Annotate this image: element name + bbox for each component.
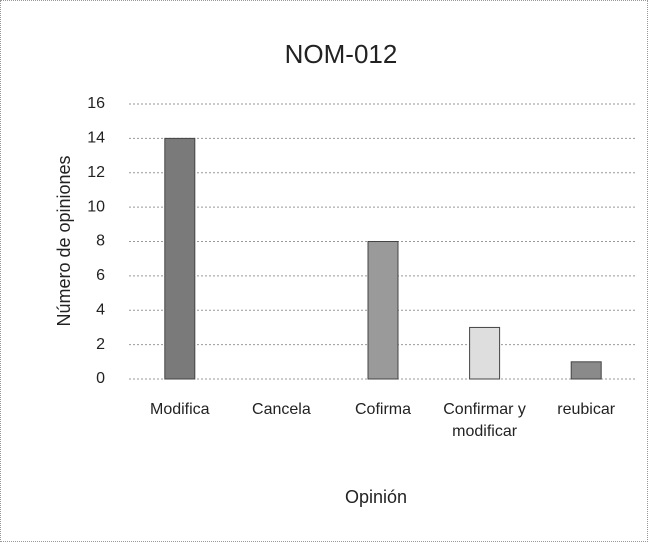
y-tick-label: 2 <box>96 336 105 353</box>
x-tick-label: Confirmar y modificar <box>443 401 526 440</box>
bar <box>469 326 501 380</box>
y-tick-label: 12 <box>87 164 105 181</box>
y-tick-label: 0 <box>96 370 105 387</box>
y-tick-label: 16 <box>87 95 105 112</box>
bar <box>570 361 602 380</box>
y-axis-label: Número de opiniones <box>54 155 74 326</box>
x-tick-label: Cancela <box>252 401 311 418</box>
x-tick-label: reubicar <box>557 401 616 418</box>
y-tick-label: 14 <box>87 130 105 147</box>
y-tick-label: 4 <box>96 301 105 318</box>
bar <box>164 137 196 380</box>
y-tick-label: 8 <box>96 233 105 250</box>
x-tick-label: Modifica <box>150 401 210 418</box>
x-axis-label: Opinión <box>345 487 407 507</box>
y-tick-label: 10 <box>87 198 105 215</box>
y-tick-label: 6 <box>96 267 105 284</box>
x-tick-label: Cofirma <box>354 401 411 418</box>
chart-title: NOM-012 <box>285 39 398 69</box>
bar <box>367 241 399 380</box>
